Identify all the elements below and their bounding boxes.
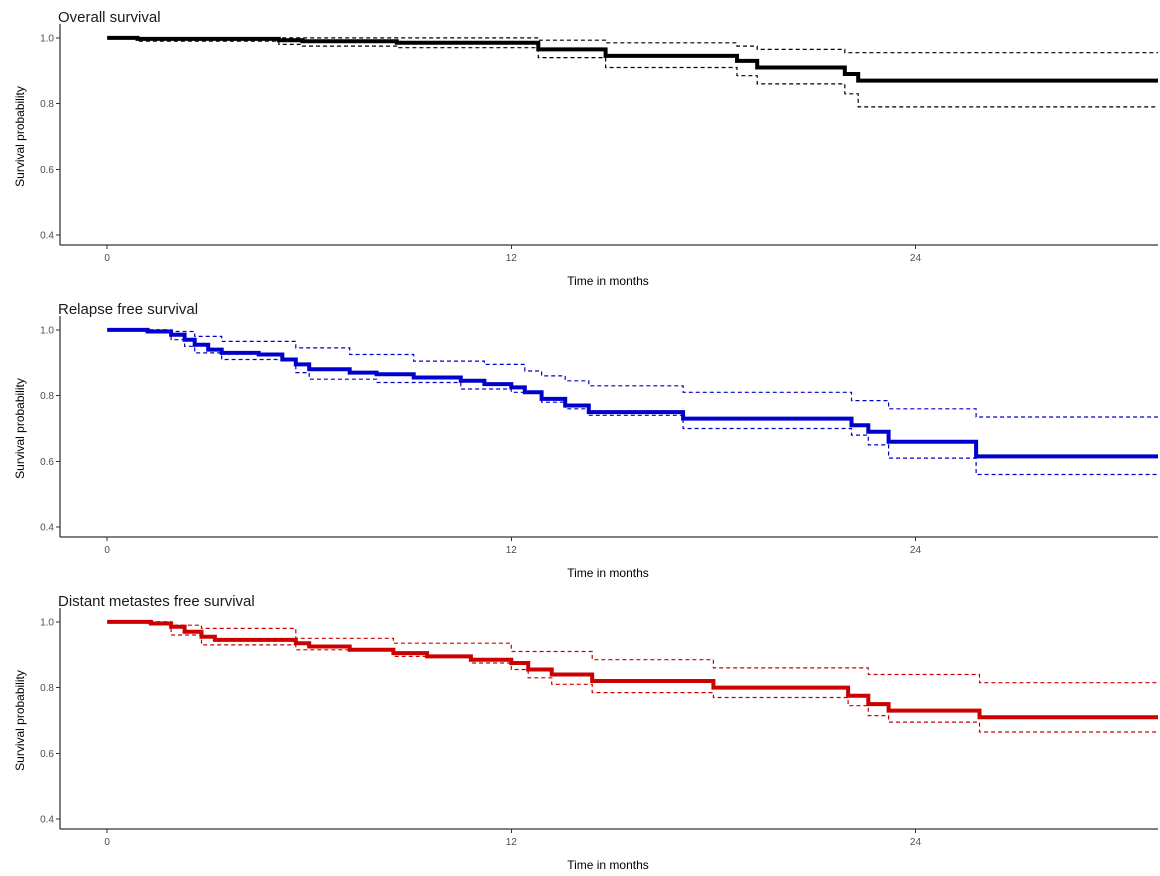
y-tick-label: 0.8 — [40, 683, 54, 694]
y-tick-label: 0.8 — [40, 391, 54, 402]
x-axis-label: Time in months — [567, 274, 649, 288]
x-tick-label: 12 — [506, 253, 518, 264]
confidence-band-lower — [107, 37, 1158, 108]
chart-title: Relapse free survival — [58, 301, 198, 318]
y-tick-label: 1.0 — [40, 617, 54, 628]
chart-panel-2: Relapse free survival 0.4 0.6 0.8 1.0 0 12 24 Ti… — [13, 301, 1158, 580]
x-axis-label: Time in months — [567, 858, 649, 872]
y-tick-label: 0.6 — [40, 165, 54, 176]
survival-curve — [107, 35, 1158, 83]
x-tick-label: 24 — [910, 837, 922, 848]
x-tick-label: 12 — [506, 837, 518, 848]
confidence-band-upper — [107, 37, 1158, 54]
y-axis-label: Survival probability — [13, 670, 27, 771]
y-tick-label: 0.8 — [40, 99, 54, 110]
confidence-band-upper — [107, 621, 1158, 684]
x-tick-label: 0 — [104, 837, 110, 848]
x-tick-label: 0 — [104, 545, 110, 556]
confidence-band-upper — [107, 329, 1158, 418]
survival-curve — [107, 327, 1158, 459]
y-tick-label: 0.6 — [40, 749, 54, 760]
x-axis-label: Time in months — [567, 566, 649, 580]
x-tick-label: 0 — [104, 253, 110, 264]
y-axis-label: Survival probability — [13, 378, 27, 479]
y-tick-label: 0.4 — [40, 523, 54, 534]
y-tick-label: 0.4 — [40, 815, 54, 826]
x-tick-label: 12 — [506, 545, 518, 556]
x-tick-label: 24 — [910, 545, 922, 556]
y-tick-label: 1.0 — [40, 325, 54, 336]
survival-curve — [107, 619, 1158, 720]
chart-panel-3: Distant metastes free survival 0.4 0.6 0.8 1… — [13, 593, 1158, 872]
chart-title: Distant metastes free survival — [58, 593, 255, 610]
y-axis-label: Survival probability — [13, 86, 27, 187]
chart-title: Overall survival — [58, 9, 161, 26]
confidence-band-lower — [107, 329, 1158, 476]
y-tick-label: 0.6 — [40, 457, 54, 468]
y-tick-label: 1.0 — [40, 33, 54, 44]
x-tick-label: 24 — [910, 253, 922, 264]
chart-panel-1: Overall survival 0.4 0.6 0.8 1.0 0 12 24 Time in… — [13, 9, 1158, 288]
y-tick-label: 0.4 — [40, 231, 54, 242]
